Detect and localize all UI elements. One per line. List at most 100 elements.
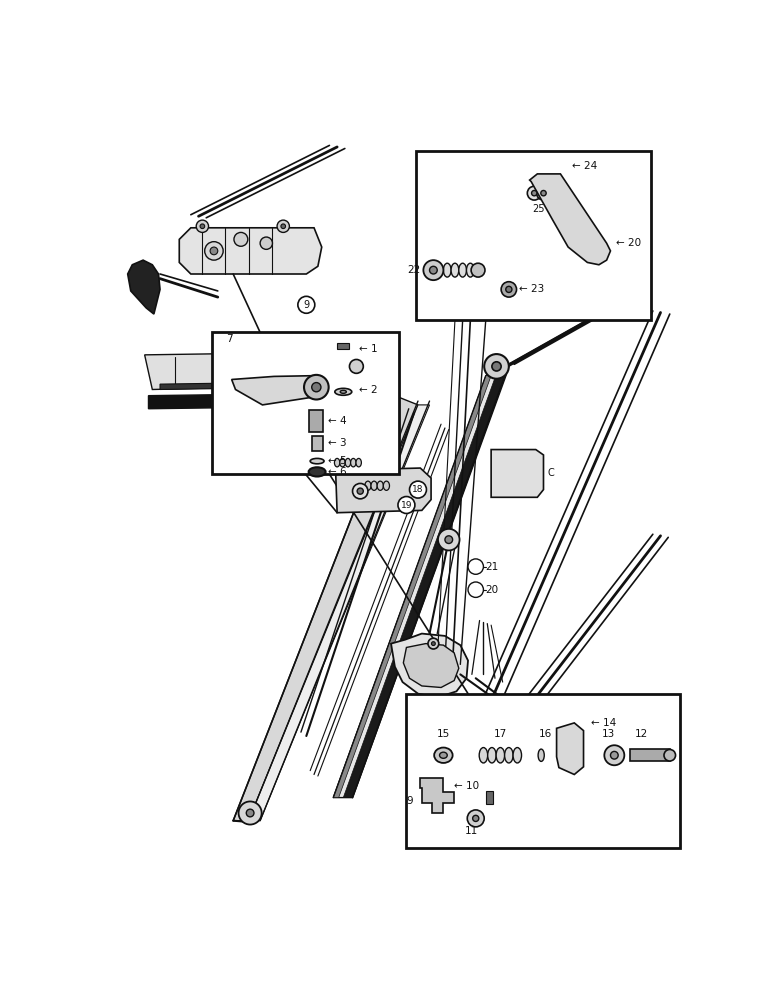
Polygon shape — [403, 644, 459, 687]
Polygon shape — [233, 397, 418, 821]
Circle shape — [471, 263, 485, 277]
Polygon shape — [557, 723, 584, 774]
Circle shape — [196, 220, 208, 232]
Circle shape — [281, 224, 286, 229]
Bar — [212, 332, 398, 474]
Circle shape — [423, 260, 443, 280]
Text: 21: 21 — [486, 562, 499, 572]
Circle shape — [304, 375, 329, 400]
Circle shape — [532, 190, 537, 196]
Circle shape — [312, 383, 321, 392]
Circle shape — [298, 296, 315, 313]
Text: 16: 16 — [538, 729, 552, 739]
Circle shape — [350, 359, 364, 373]
Circle shape — [205, 242, 223, 260]
Bar — [416, 151, 652, 320]
Polygon shape — [334, 374, 506, 798]
Text: ← 24: ← 24 — [572, 161, 598, 171]
Ellipse shape — [365, 481, 371, 490]
Text: ← 3: ← 3 — [328, 438, 347, 448]
Polygon shape — [127, 260, 160, 314]
Text: 19: 19 — [401, 500, 412, 510]
Ellipse shape — [459, 263, 466, 277]
Text: 12: 12 — [635, 729, 648, 739]
Bar — [630, 749, 670, 761]
Text: 15: 15 — [437, 729, 450, 739]
Text: 18: 18 — [412, 485, 424, 494]
Ellipse shape — [378, 481, 384, 490]
Circle shape — [527, 186, 541, 200]
Ellipse shape — [443, 263, 451, 277]
Circle shape — [200, 224, 205, 229]
Circle shape — [357, 488, 364, 494]
Circle shape — [277, 220, 290, 232]
Polygon shape — [232, 376, 324, 405]
Polygon shape — [491, 450, 543, 497]
Ellipse shape — [479, 748, 488, 763]
Circle shape — [409, 481, 426, 498]
Ellipse shape — [356, 458, 361, 467]
Text: ← 1: ← 1 — [359, 344, 378, 354]
Text: 7: 7 — [226, 334, 232, 344]
Ellipse shape — [310, 458, 324, 464]
Circle shape — [604, 745, 625, 765]
Text: 13: 13 — [601, 729, 615, 739]
Text: ← 20: ← 20 — [616, 238, 641, 248]
Circle shape — [246, 809, 254, 817]
Bar — [486, 791, 493, 804]
Ellipse shape — [496, 748, 505, 763]
Ellipse shape — [309, 467, 326, 477]
Circle shape — [398, 497, 415, 513]
Circle shape — [501, 282, 516, 297]
Text: ← 6: ← 6 — [328, 467, 347, 477]
Text: C: C — [547, 468, 554, 478]
Polygon shape — [336, 468, 431, 513]
Circle shape — [210, 247, 218, 255]
Ellipse shape — [488, 748, 496, 763]
Text: ← 2: ← 2 — [359, 385, 378, 395]
Text: ← 4: ← 4 — [328, 416, 347, 426]
Circle shape — [428, 638, 438, 649]
Ellipse shape — [350, 458, 356, 467]
Bar — [312, 436, 323, 451]
Ellipse shape — [340, 390, 347, 393]
Ellipse shape — [345, 458, 350, 467]
Ellipse shape — [538, 749, 544, 761]
Circle shape — [468, 582, 483, 597]
Ellipse shape — [664, 749, 676, 761]
Polygon shape — [144, 353, 314, 389]
Polygon shape — [344, 376, 505, 798]
Circle shape — [260, 237, 273, 249]
Bar — [406, 694, 680, 848]
Circle shape — [467, 810, 484, 827]
Circle shape — [472, 815, 479, 821]
Circle shape — [506, 286, 512, 292]
Text: 17: 17 — [494, 729, 507, 739]
Ellipse shape — [384, 481, 390, 490]
Circle shape — [537, 186, 550, 200]
Text: 9: 9 — [303, 300, 310, 310]
Text: 9: 9 — [406, 796, 412, 806]
Polygon shape — [148, 393, 318, 409]
Polygon shape — [530, 174, 611, 265]
Text: 11: 11 — [466, 826, 479, 836]
Circle shape — [432, 642, 435, 646]
Polygon shape — [249, 405, 429, 821]
Polygon shape — [160, 382, 314, 389]
Bar — [337, 343, 350, 349]
Text: 25: 25 — [533, 204, 545, 214]
Circle shape — [611, 751, 618, 759]
Ellipse shape — [439, 752, 447, 758]
Ellipse shape — [451, 263, 459, 277]
Polygon shape — [334, 376, 491, 798]
Ellipse shape — [434, 748, 452, 763]
Text: ← 14: ← 14 — [591, 718, 617, 728]
Circle shape — [445, 536, 452, 544]
Polygon shape — [391, 634, 468, 698]
Ellipse shape — [466, 263, 474, 277]
Text: 20: 20 — [486, 585, 499, 595]
Circle shape — [438, 529, 459, 550]
Circle shape — [492, 362, 501, 371]
Circle shape — [353, 483, 368, 499]
Circle shape — [239, 801, 262, 825]
